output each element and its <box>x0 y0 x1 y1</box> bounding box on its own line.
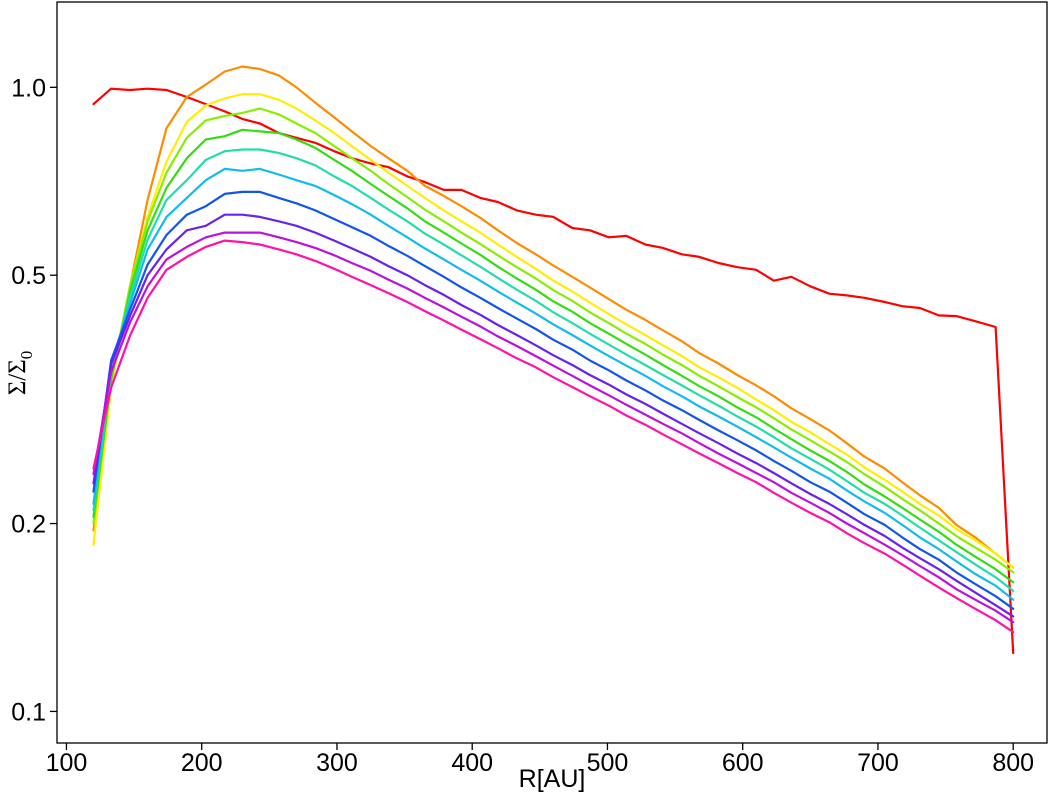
series-line-3 <box>92 93 1015 569</box>
series-line-10 <box>92 231 1015 624</box>
series-line-1 <box>92 87 1015 655</box>
plot-frame <box>56 1 1048 744</box>
x-tick-label: 300 <box>316 749 358 777</box>
x-axis-label: R[AU] <box>519 765 586 793</box>
y-tick-label: 1.0 <box>11 74 46 102</box>
series-layer <box>92 65 1015 655</box>
x-tick-label: 200 <box>181 749 223 777</box>
x-axis: 100 200 300 400 500 600 700 800 <box>46 743 1034 777</box>
x-tick-label: 100 <box>46 749 88 777</box>
series-line-8 <box>92 190 1015 610</box>
y-axis-label-subscript: 0 <box>17 351 36 360</box>
svg-text:Σ/Σ0: Σ/Σ0 <box>4 351 36 396</box>
series-line-2 <box>92 65 1015 569</box>
x-tick-label: 700 <box>857 749 899 777</box>
y-tick-label: 0.1 <box>11 698 46 726</box>
y-axis: 0.1 0.2 0.5 1.0 <box>11 74 57 726</box>
x-tick-label: 500 <box>587 749 629 777</box>
x-tick-label: 600 <box>722 749 764 777</box>
y-tick-label: 0.5 <box>11 262 46 290</box>
series-line-6 <box>92 148 1015 593</box>
y-axis-label-main: Σ/Σ <box>4 359 31 395</box>
series-line-4 <box>92 107 1015 574</box>
x-tick-label: 400 <box>451 749 493 777</box>
series-line-11 <box>92 239 1015 634</box>
x-tick-label: 800 <box>992 749 1034 777</box>
y-axis-label: Σ/Σ0 <box>4 351 36 396</box>
series-line-7 <box>92 167 1015 601</box>
series-line-5 <box>92 128 1015 584</box>
y-tick-label: 0.2 <box>11 511 46 539</box>
series-line-9 <box>92 213 1015 618</box>
